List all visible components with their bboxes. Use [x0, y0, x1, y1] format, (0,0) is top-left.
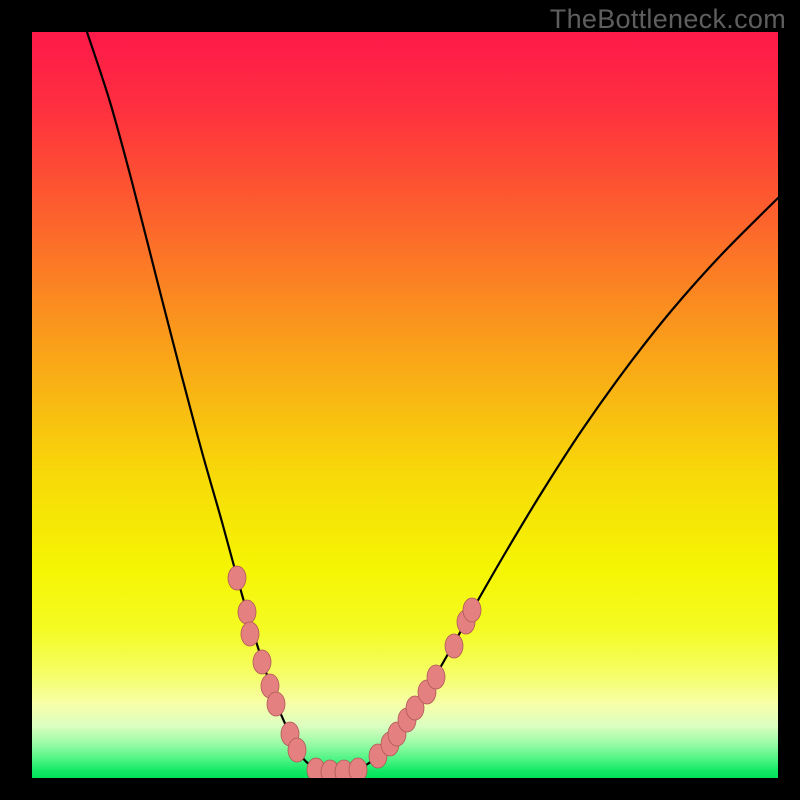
- data-marker: [445, 634, 463, 658]
- data-marker: [228, 566, 246, 590]
- data-marker: [463, 598, 481, 622]
- bottleneck-chart: [32, 32, 778, 778]
- gradient-background: [32, 32, 778, 778]
- plot-area: [32, 32, 778, 778]
- chart-container: TheBottleneck.com: [0, 0, 800, 800]
- data-marker: [253, 650, 271, 674]
- data-marker: [349, 758, 367, 778]
- data-marker: [427, 665, 445, 689]
- data-marker: [238, 600, 256, 624]
- data-marker: [288, 738, 306, 762]
- data-marker: [267, 692, 285, 716]
- watermark-text: TheBottleneck.com: [550, 4, 786, 35]
- data-marker: [241, 622, 259, 646]
